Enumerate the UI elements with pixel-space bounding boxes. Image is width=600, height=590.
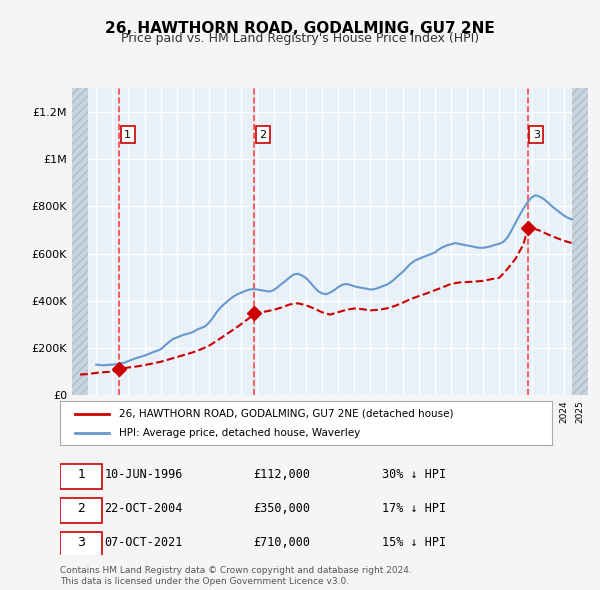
Text: 3: 3 [77,536,85,549]
Text: 07-OCT-2021: 07-OCT-2021 [104,536,183,549]
FancyBboxPatch shape [60,498,102,523]
Text: 3: 3 [533,130,539,139]
Text: Price paid vs. HM Land Registry's House Price Index (HPI): Price paid vs. HM Land Registry's House … [121,32,479,45]
Text: £710,000: £710,000 [253,536,310,549]
Text: 2: 2 [259,130,266,139]
Text: £112,000: £112,000 [253,467,310,481]
FancyBboxPatch shape [60,532,102,557]
Text: 10-JUN-1996: 10-JUN-1996 [104,467,183,481]
Text: 15% ↓ HPI: 15% ↓ HPI [382,536,446,549]
Text: HPI: Average price, detached house, Waverley: HPI: Average price, detached house, Wave… [119,428,360,438]
Text: 17% ↓ HPI: 17% ↓ HPI [382,502,446,514]
Text: 30% ↓ HPI: 30% ↓ HPI [382,467,446,481]
Text: £350,000: £350,000 [253,502,310,514]
Text: 26, HAWTHORN ROAD, GODALMING, GU7 2NE (detached house): 26, HAWTHORN ROAD, GODALMING, GU7 2NE (d… [119,409,454,418]
Text: 1: 1 [124,130,131,139]
FancyBboxPatch shape [60,464,102,489]
Text: Contains HM Land Registry data © Crown copyright and database right 2024.
This d: Contains HM Land Registry data © Crown c… [60,566,412,586]
Text: 2: 2 [77,502,85,514]
Text: 26, HAWTHORN ROAD, GODALMING, GU7 2NE: 26, HAWTHORN ROAD, GODALMING, GU7 2NE [105,21,495,35]
Text: 1: 1 [77,467,85,481]
Text: 22-OCT-2004: 22-OCT-2004 [104,502,183,514]
Bar [572,88,588,395]
Bar [72,88,88,395]
